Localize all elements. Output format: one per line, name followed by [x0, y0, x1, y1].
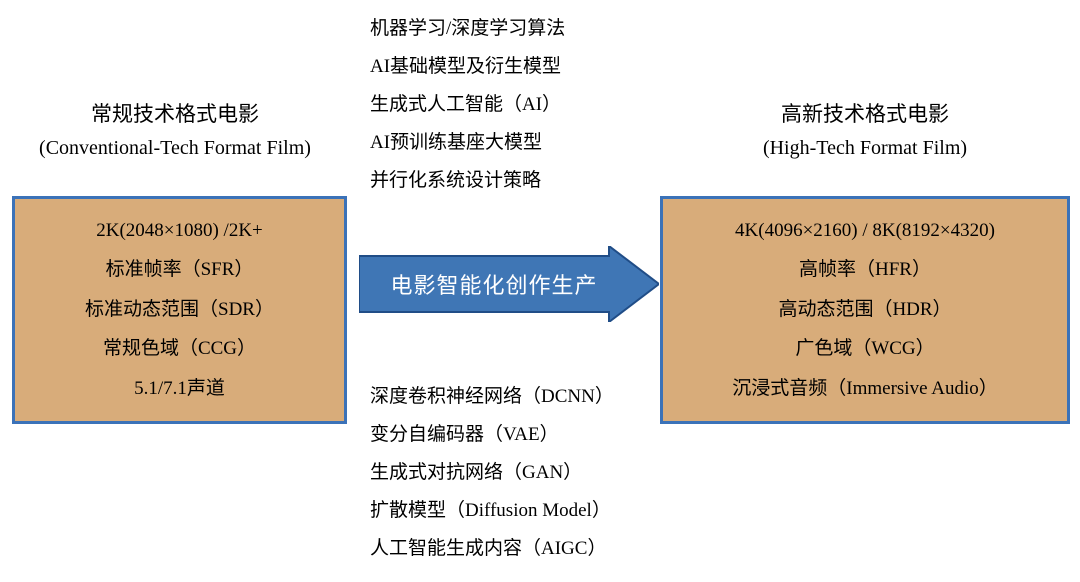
arrow-label: 电影智能化创作生产 — [359, 246, 629, 322]
bottom-list-item: 生成式对抗网络（GAN） — [370, 454, 614, 492]
top-list-item: 机器学习/深度学习算法 — [370, 10, 565, 48]
transition-arrow: 电影智能化创作生产 — [359, 246, 659, 322]
top-list-item: AI预训练基座大模型 — [370, 124, 565, 162]
hightech-format-box: 4K(4096×2160) / 8K(8192×4320) 高帧率（HFR） 高… — [660, 196, 1070, 424]
left-header-en: (Conventional-Tech Format Film) — [0, 132, 350, 164]
left-item: 2K(2048×1080) /2K+ — [19, 218, 340, 245]
right-item: 4K(4096×2160) / 8K(8192×4320) — [667, 218, 1063, 245]
left-item: 标准动态范围（SDR） — [19, 297, 340, 324]
bottom-list-item: 扩散模型（Diffusion Model） — [370, 492, 614, 530]
left-header-zh: 常规技术格式电影 — [0, 98, 350, 132]
right-column-header: 高新技术格式电影 (High-Tech Format Film) — [660, 98, 1070, 164]
right-item: 广色域（WCG） — [667, 336, 1063, 363]
bottom-list-item: 变分自编码器（VAE） — [370, 416, 614, 454]
left-item: 5.1/7.1声道 — [19, 376, 340, 403]
right-item: 沉浸式音频（Immersive Audio） — [667, 376, 1063, 403]
bottom-list-item: 深度卷积神经网络（DCNN） — [370, 378, 614, 416]
left-item: 标准帧率（SFR） — [19, 257, 340, 284]
top-list-item: 并行化系统设计策略 — [370, 162, 565, 200]
top-tech-list: 机器学习/深度学习算法 AI基础模型及衍生模型 生成式人工智能（AI） AI预训… — [370, 10, 565, 200]
top-list-item: 生成式人工智能（AI） — [370, 86, 565, 124]
conventional-format-box: 2K(2048×1080) /2K+ 标准帧率（SFR） 标准动态范围（SDR）… — [12, 196, 347, 424]
top-list-item: AI基础模型及衍生模型 — [370, 48, 565, 86]
bottom-tech-list: 深度卷积神经网络（DCNN） 变分自编码器（VAE） 生成式对抗网络（GAN） … — [370, 378, 614, 568]
left-item: 常规色域（CCG） — [19, 336, 340, 363]
right-header-en: (High-Tech Format Film) — [660, 132, 1070, 164]
right-item: 高帧率（HFR） — [667, 257, 1063, 284]
left-column-header: 常规技术格式电影 (Conventional-Tech Format Film) — [0, 98, 350, 164]
bottom-list-item: 人工智能生成内容（AIGC） — [370, 530, 614, 568]
right-header-zh: 高新技术格式电影 — [660, 98, 1070, 132]
right-item: 高动态范围（HDR） — [667, 297, 1063, 324]
